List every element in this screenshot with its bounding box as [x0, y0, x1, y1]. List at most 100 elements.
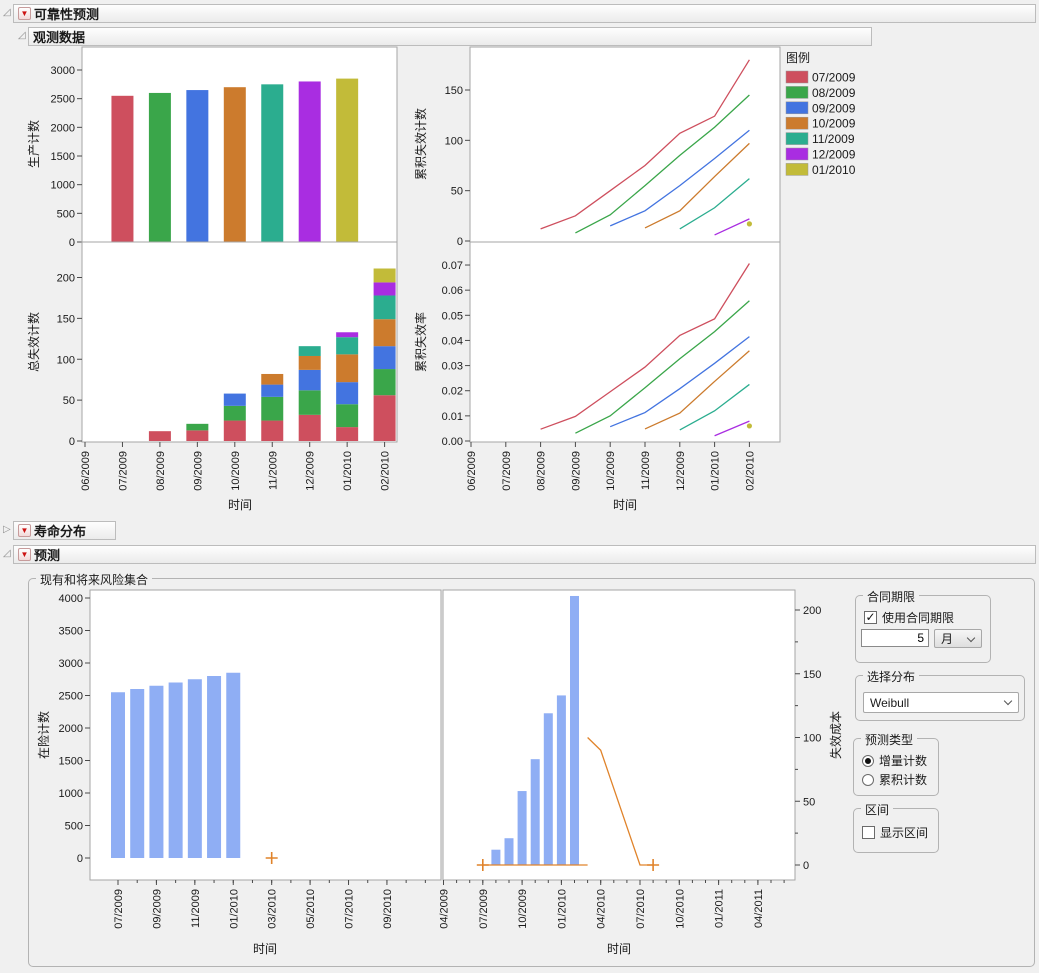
svg-text:04/2010: 04/2010 [596, 889, 608, 929]
svg-text:累积失效率: 累积失效率 [413, 312, 428, 372]
svg-text:1500: 1500 [51, 151, 75, 163]
failure-cost-chart[interactable]: 0 50 100 150 200 04/2009 07/2009 10/2009 01/2010… [439, 589, 844, 956]
distribution-dropdown[interactable]: Weibull [863, 692, 1019, 713]
contract-period-groupbox: 合同期限 ✓ 使用合同期限 月 [855, 588, 991, 663]
svg-text:08/2009: 08/2009 [536, 451, 548, 491]
section-header-reliability-forecast[interactable]: ▼ 可靠性预测 [13, 4, 1036, 23]
show-interval-checkbox-label: 显示区间 [880, 826, 929, 840]
incremental-count-radio-label: 增量计数 [879, 754, 928, 768]
section-title-forecast: 预测 [34, 548, 61, 563]
svg-text:09/2010: 09/2010 [382, 889, 394, 929]
svg-text:0.06: 0.06 [442, 285, 463, 297]
svg-text:3500: 3500 [59, 626, 83, 638]
interval-label: 区间 [861, 801, 894, 818]
svg-text:3000: 3000 [59, 658, 83, 670]
svg-text:0.07: 0.07 [442, 260, 463, 272]
svg-text:10/2009: 10/2009 [605, 451, 617, 491]
svg-text:50: 50 [803, 796, 815, 808]
section-header-life-distribution[interactable]: ▼ 寿命分布 [13, 521, 116, 540]
svg-text:2500: 2500 [59, 691, 83, 703]
svg-text:100: 100 [445, 135, 463, 147]
incremental-count-radio[interactable] [862, 754, 874, 767]
section-header-observed-data[interactable]: 观测数据 [28, 27, 872, 46]
svg-text:09/2009: 09/2009 [192, 451, 204, 491]
svg-text:12/2009: 12/2009 [812, 148, 856, 162]
svg-text:11/2009: 11/2009 [190, 889, 202, 928]
svg-text:1000: 1000 [59, 788, 83, 800]
risk-set-group-label: 现有和将来风险集合 [36, 571, 153, 588]
svg-text:10/2010: 10/2010 [674, 889, 686, 929]
svg-text:11/2009: 11/2009 [640, 451, 652, 490]
svg-text:09/2009: 09/2009 [151, 889, 163, 929]
svg-text:100: 100 [803, 733, 821, 745]
at-risk-count-chart[interactable]: 0 500 1000 1500 2000 2500 3000 3500 4000 07/2009 0… [36, 589, 442, 956]
svg-text:时间: 时间 [228, 498, 252, 512]
cumulative-failure-rate-chart[interactable]: 0.00 0.01 0.02 0.03 0.04 0.05 0.06 0.07 累积失效率 06/… [413, 241, 781, 512]
svg-text:500: 500 [65, 821, 83, 833]
svg-text:2500: 2500 [51, 94, 75, 106]
svg-text:0.00: 0.00 [442, 436, 463, 448]
total-failure-count-chart[interactable]: 0 50 100 150 200 总失效计数 06/2009 07/2009 08/2009 09… [26, 241, 398, 512]
svg-text:0: 0 [69, 237, 75, 249]
disclosure-open-icon[interactable]: ◿ [3, 548, 11, 559]
svg-text:累积失效计数: 累积失效计数 [413, 108, 428, 180]
section-header-forecast[interactable]: ▼ 预测 [13, 545, 1036, 564]
svg-text:01/2010: 01/2010 [228, 889, 240, 929]
svg-text:500: 500 [57, 208, 75, 220]
svg-text:生产计数: 生产计数 [26, 120, 41, 168]
select-distribution-label: 选择分布 [863, 668, 920, 685]
cumulative-count-radio[interactable] [862, 773, 874, 786]
svg-text:10/2009: 10/2009 [517, 889, 529, 929]
svg-text:0: 0 [803, 860, 809, 872]
forecast-type-label: 预测类型 [861, 731, 918, 748]
svg-text:150: 150 [57, 313, 75, 325]
svg-text:01/2010: 01/2010 [710, 451, 722, 491]
svg-text:07/2010: 07/2010 [344, 889, 356, 929]
svg-text:0.03: 0.03 [442, 361, 463, 373]
svg-text:01/2010: 01/2010 [812, 163, 856, 177]
svg-text:100: 100 [57, 354, 75, 366]
contract-period-label: 合同期限 [863, 588, 920, 605]
svg-text:总失效计数: 总失效计数 [26, 312, 41, 372]
svg-text:09/2009: 09/2009 [570, 451, 582, 491]
red-triangle-menu-icon[interactable]: ▼ [18, 548, 31, 561]
show-interval-checkbox[interactable] [862, 826, 875, 839]
svg-text:01/2010: 01/2010 [556, 889, 568, 929]
disclosure-open-icon[interactable]: ◿ [18, 30, 26, 41]
svg-text:4000: 4000 [59, 593, 83, 605]
svg-text:09/2009: 09/2009 [812, 101, 856, 115]
contract-length-input[interactable] [861, 629, 929, 647]
svg-text:150: 150 [445, 85, 463, 97]
svg-text:06/2009: 06/2009 [80, 451, 92, 491]
svg-text:0.04: 0.04 [442, 335, 463, 347]
svg-text:0.01: 0.01 [442, 411, 463, 423]
disclosure-closed-icon[interactable]: ▷ [3, 524, 11, 535]
svg-text:08/2009: 08/2009 [812, 86, 856, 100]
red-triangle-menu-icon[interactable]: ▼ [18, 7, 31, 20]
section-title-observed-data: 观测数据 [33, 30, 86, 45]
svg-text:图例: 图例 [786, 51, 810, 65]
svg-text:07/2010: 07/2010 [635, 889, 647, 929]
svg-text:08/2009: 08/2009 [155, 451, 167, 491]
svg-text:0: 0 [457, 236, 463, 248]
svg-text:0: 0 [77, 853, 83, 865]
svg-text:50: 50 [63, 395, 75, 407]
svg-text:50: 50 [451, 186, 463, 198]
svg-text:01/2011: 01/2011 [714, 889, 726, 928]
svg-text:10/2009: 10/2009 [812, 117, 856, 131]
svg-text:02/2010: 02/2010 [744, 451, 756, 491]
observed-data-charts[interactable]: 050010001500200025003000生产计数050100150200… [20, 45, 880, 515]
svg-text:12/2009: 12/2009 [305, 451, 317, 491]
svg-text:时间: 时间 [613, 498, 637, 512]
red-triangle-menu-icon[interactable]: ▼ [18, 524, 31, 537]
production-count-chart[interactable]: 0 500 1000 1500 2000 2500 3000 生产计数 [26, 46, 398, 249]
contract-unit-dropdown[interactable]: 月 [934, 629, 982, 648]
disclosure-open-icon[interactable]: ◿ [3, 7, 11, 18]
svg-text:02/2010: 02/2010 [380, 451, 392, 491]
contract-unit-value: 月 [941, 632, 954, 646]
use-contract-period-checkbox[interactable]: ✓ [864, 610, 877, 624]
cumulative-failure-count-chart[interactable]: 0 50 100 150 累积失效计数 [413, 46, 781, 248]
svg-text:2000: 2000 [59, 723, 83, 735]
